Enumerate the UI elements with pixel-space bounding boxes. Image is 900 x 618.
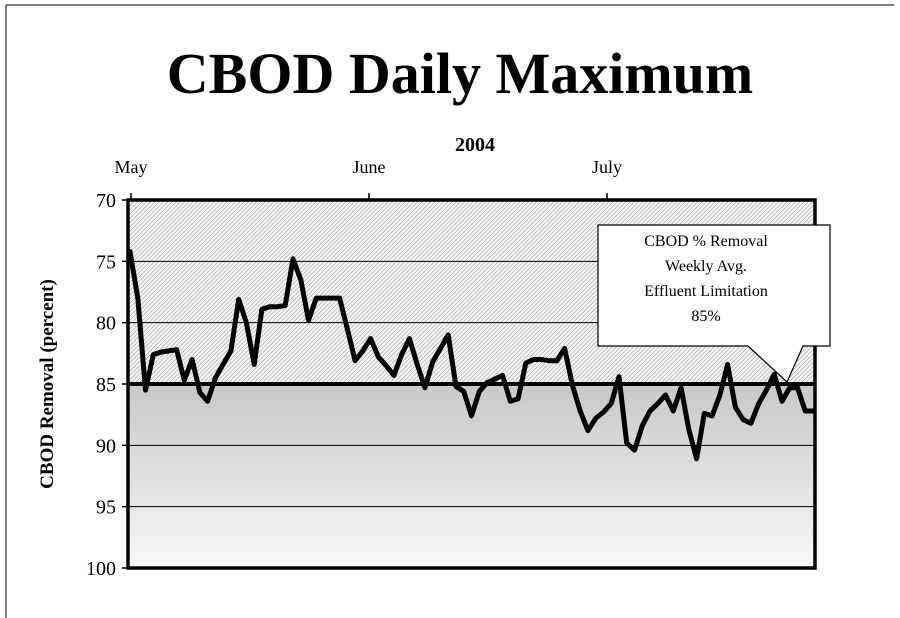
callout-line-1: CBOD % Removal (644, 233, 768, 250)
callout-line-2: Weekly Avg. (665, 258, 747, 275)
plot-area-border (126, 198, 817, 570)
callout-line-3: Effluent Limitation (644, 283, 768, 300)
x-tick-label-june: June (353, 157, 386, 177)
y-tick-label-75: 75 (96, 251, 116, 273)
y-axis-tick-labels: 70 75 80 85 90 95 100 (86, 190, 128, 580)
cbod-removal-line (127, 249, 816, 462)
y-tick-label-100: 100 (86, 558, 116, 580)
chart-subtitle: 2004 (455, 134, 495, 156)
y-tick-label-90: 90 (96, 435, 116, 457)
callout-line-4: 85% (691, 308, 720, 325)
y-tick-label-70: 70 (96, 190, 116, 212)
chart-title: CBOD Daily Maximum (167, 41, 753, 106)
limit-callout: CBOD % Removal Weekly Avg. Effluent Limi… (597, 224, 831, 384)
x-tick-label-july: July (592, 157, 622, 177)
y-tick-label-85: 85 (96, 374, 116, 396)
y-tick-label-80: 80 (96, 313, 116, 335)
x-tick-label-may: May (115, 157, 148, 177)
x-axis-ticks: May June July (115, 157, 622, 200)
y-axis-label: CBOD Removal (percent) (37, 279, 58, 489)
y-tick-label-95: 95 (96, 497, 116, 519)
callout-box (597, 224, 831, 384)
